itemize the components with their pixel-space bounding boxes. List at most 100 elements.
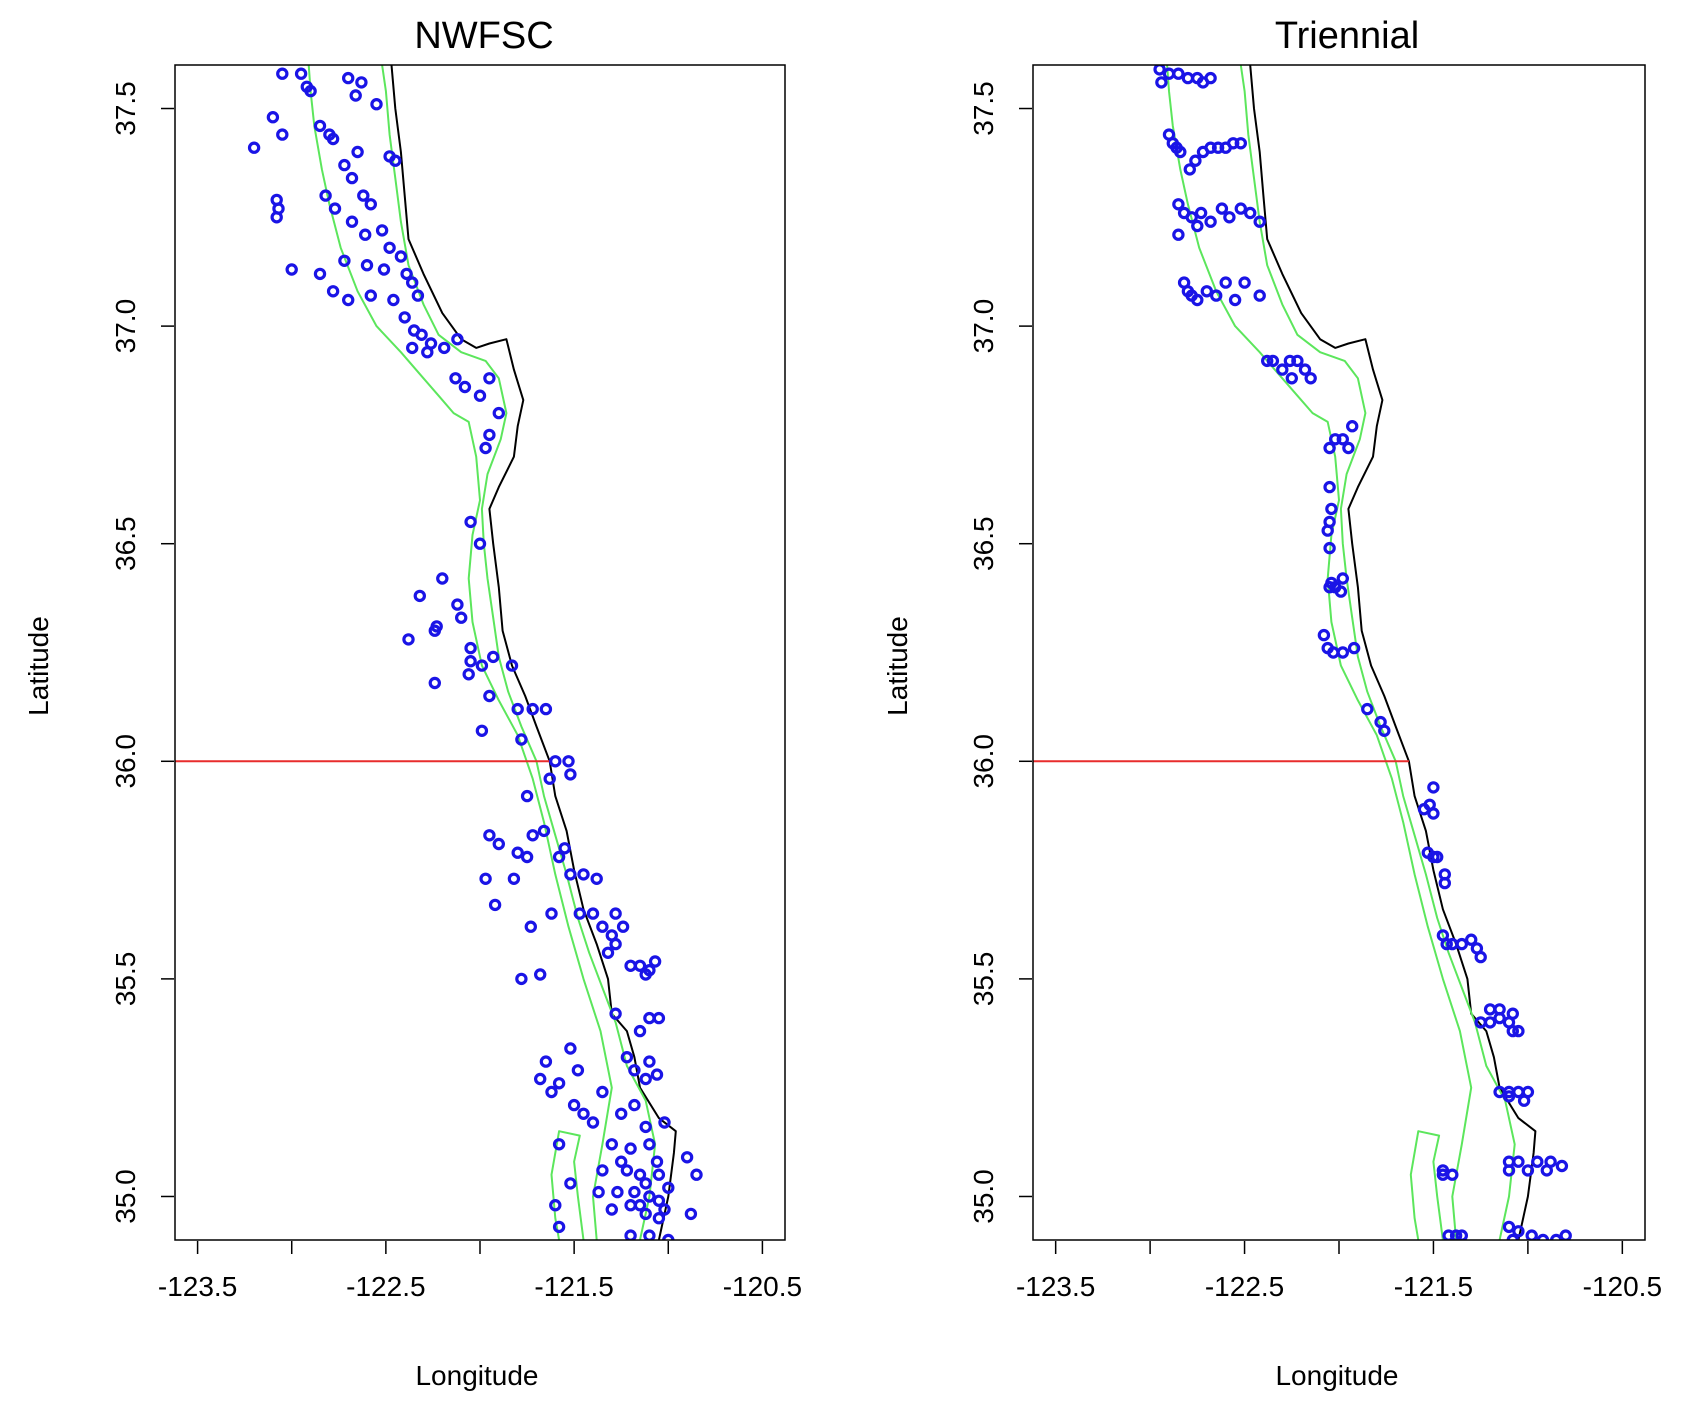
chart-title-nwfsc: NWFSC [414,15,553,57]
station-point-nwfsc [505,659,519,672]
station-point-nwfsc [475,659,489,672]
station-point-triennial [1525,1229,1538,1240]
station-point-nwfsc [526,829,539,842]
station-point-triennial [1234,202,1248,215]
station-point-nwfsc [387,293,400,307]
station-point-triennial [1502,1090,1516,1103]
station-point-nwfsc [338,254,351,267]
station-point-triennial [1502,1220,1516,1234]
station-point-nwfsc [552,1077,566,1090]
station-point-nwfsc [483,428,496,442]
station-point-triennial [1483,1016,1497,1029]
station-point-nwfsc [520,850,534,864]
station-point-nwfsc [436,572,449,585]
station-point-nwfsc [276,67,289,80]
station-point-nwfsc [464,641,477,655]
station-point-nwfsc [620,1050,634,1064]
station-point-triennial [1502,1164,1516,1177]
station-point-nwfsc [515,972,528,986]
station-point-nwfsc [633,1024,647,1038]
station-point-triennial [1517,1094,1531,1107]
station-point-triennial [1194,206,1208,220]
station-point-nwfsc [411,289,425,302]
station-point-triennial [1215,202,1229,215]
station-point-nwfsc [652,1011,666,1025]
station-point-nwfsc [357,189,370,202]
station-point-nwfsc [473,537,487,550]
station-point-nwfsc [458,380,472,394]
station-point-nwfsc [475,724,489,738]
station-point-nwfsc [639,1120,652,1134]
y-tick-label-nwfsc: 36.0 [110,734,141,789]
station-point-nwfsc [586,907,600,920]
station-point-nwfsc [558,842,571,855]
station-point-nwfsc [611,1185,624,1199]
station-point-triennial [1317,628,1331,642]
station-point-nwfsc [455,611,468,624]
station-point-nwfsc [615,1107,628,1121]
station-point-nwfsc [658,1203,671,1216]
data-layer-triennial [1033,65,1572,1240]
station-point-triennial [1336,433,1350,446]
station-point-triennial [1521,1164,1535,1177]
station-point-nwfsc [428,624,441,637]
coastline-line-triennial [1249,65,1537,1240]
station-point-triennial [1449,1229,1463,1240]
station-point-triennial [1204,215,1217,228]
panel-triennial: Triennial -123.5 -122.5 -121.5 -120.5 35.0 35… [882,15,1662,1391]
station-point-nwfsc [609,907,622,920]
station-point-triennial [1493,1011,1506,1025]
station-point-triennial [1464,933,1478,946]
plot-area-nwfsc: -123.5 -122.5 -121.5 -120.5 35.0 35.5 36.0 36.5… [110,64,802,1302]
station-point-nwfsc [586,1116,600,1129]
station-point-nwfsc [571,1064,585,1077]
station-point-triennial [1427,807,1440,820]
station-point-triennial [1298,363,1312,376]
station-point-triennial [1531,1155,1544,1168]
y-tick-label-triennial: 35.0 [968,1169,999,1224]
station-point-nwfsc [564,868,577,881]
station-point-triennial [1285,372,1299,385]
x-tick-label-nwfsc: -120.5 [723,1271,802,1302]
station-point-triennial [1442,1229,1455,1240]
station-point-nwfsc [370,97,383,111]
station-point-triennial [1183,163,1197,176]
station-point-triennial [1172,198,1185,211]
station-point-nwfsc [545,907,558,920]
station-point-nwfsc [543,772,556,785]
station-point-nwfsc [483,689,496,703]
station-point-nwfsc [639,1177,652,1190]
station-point-nwfsc [483,829,496,842]
outer-isobath-line-triennial [1166,65,1473,1240]
x-tick-label-nwfsc: -121.5 [534,1271,613,1302]
station-point-nwfsc [407,324,421,337]
station-point-triennial [1191,219,1204,233]
station-point-nwfsc [520,789,534,803]
y-axis-label-triennial: Latitude [882,616,913,716]
station-point-triennial [1427,781,1440,794]
station-point-nwfsc [609,1007,622,1020]
station-point-nwfsc [342,71,355,85]
plot-frame-triennial [1032,64,1646,1241]
station-point-nwfsc [643,964,656,977]
station-point-nwfsc [342,293,355,307]
station-point-nwfsc [270,211,283,224]
station-point-nwfsc [487,650,500,664]
y-tick-label-nwfsc: 37.5 [110,81,141,136]
station-point-triennial [1243,206,1257,220]
station-point-nwfsc [650,1068,664,1081]
y-tick-label-nwfsc: 36.5 [110,516,141,571]
x-axis-label-triennial: Longitude [1275,1360,1398,1391]
station-point-nwfsc [643,1229,656,1240]
station-point-triennial [1191,293,1204,307]
station-point-triennial [1506,1024,1520,1038]
station-point-triennial [1153,65,1166,76]
station-point-triennial [1345,420,1359,433]
station-point-nwfsc [601,946,615,960]
station-point-triennial [1361,702,1374,716]
station-point-nwfsc [526,702,539,716]
station-point-nwfsc [648,955,662,968]
station-point-nwfsc [624,1229,637,1240]
station-point-nwfsc [364,289,377,302]
